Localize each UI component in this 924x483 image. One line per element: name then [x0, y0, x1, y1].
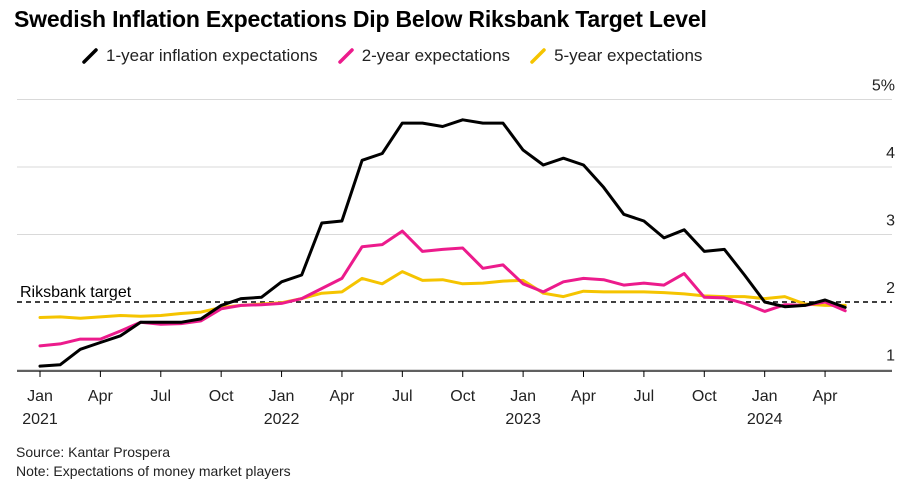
- x-tick-label-10: Jul: [634, 388, 654, 405]
- legend-swatch-1-year: [82, 48, 98, 64]
- x-tick-label-0: Jan: [27, 388, 53, 405]
- x-tick-label-6: Jul: [392, 388, 412, 405]
- y-tick-label-3: 3: [886, 213, 895, 230]
- legend: 1-year inflation expectations 2-year exp…: [82, 46, 722, 66]
- x-year-label-2023: 2023: [505, 411, 541, 428]
- legend-item-1-year: 1-year inflation expectations: [82, 46, 318, 66]
- legend-swatch-2-year: [337, 48, 354, 64]
- x-year-label-2022: 2022: [264, 411, 300, 428]
- x-tick-label-7: Oct: [450, 388, 475, 405]
- series-5-year-line: [38, 270, 847, 320]
- y-tick-label-2: 2: [886, 280, 895, 297]
- series-2-year-line: [38, 229, 847, 348]
- source-note: Source: Kantar Prospera: [16, 444, 171, 460]
- y-tick-label-5: 5%: [872, 78, 895, 95]
- x-tick-label-4: Jan: [269, 388, 295, 405]
- x-tick-label-9: Apr: [571, 388, 597, 405]
- x-tick-label-13: Apr: [813, 388, 839, 405]
- y-tick-label-4: 4: [886, 145, 895, 162]
- footnote: Note: Expectations of money market playe…: [16, 463, 291, 479]
- legend-label-2-year: 2-year expectations: [361, 46, 511, 65]
- legend-item-5-year: 5-year expectations: [530, 46, 702, 66]
- x-year-label-2021: 2021: [22, 411, 58, 428]
- x-tick-label-1: Apr: [88, 388, 114, 405]
- series-1-year-line: [38, 118, 847, 368]
- x-tick-label-8: Jan: [510, 388, 536, 405]
- x-tick-label-12: Jan: [752, 388, 778, 405]
- x-tick-label-3: Oct: [209, 388, 234, 405]
- riksbank-target-label: Riksbank target: [20, 284, 132, 301]
- legend-swatch-5-year: [530, 48, 546, 64]
- x-tick-label-5: Apr: [329, 388, 355, 405]
- x-tick-label-11: Oct: [692, 388, 717, 405]
- x-year-label-2024: 2024: [747, 411, 783, 428]
- legend-label-5-year: 5-year expectations: [554, 46, 703, 65]
- legend-item-2-year: 2-year expectations: [337, 46, 511, 66]
- legend-label-1-year: 1-year inflation expectations: [106, 46, 318, 65]
- chart-title: Swedish Inflation Expectations Dip Below…: [14, 6, 707, 32]
- y-tick-label-1: 1: [886, 348, 895, 365]
- x-tick-label-2: Jul: [151, 388, 171, 405]
